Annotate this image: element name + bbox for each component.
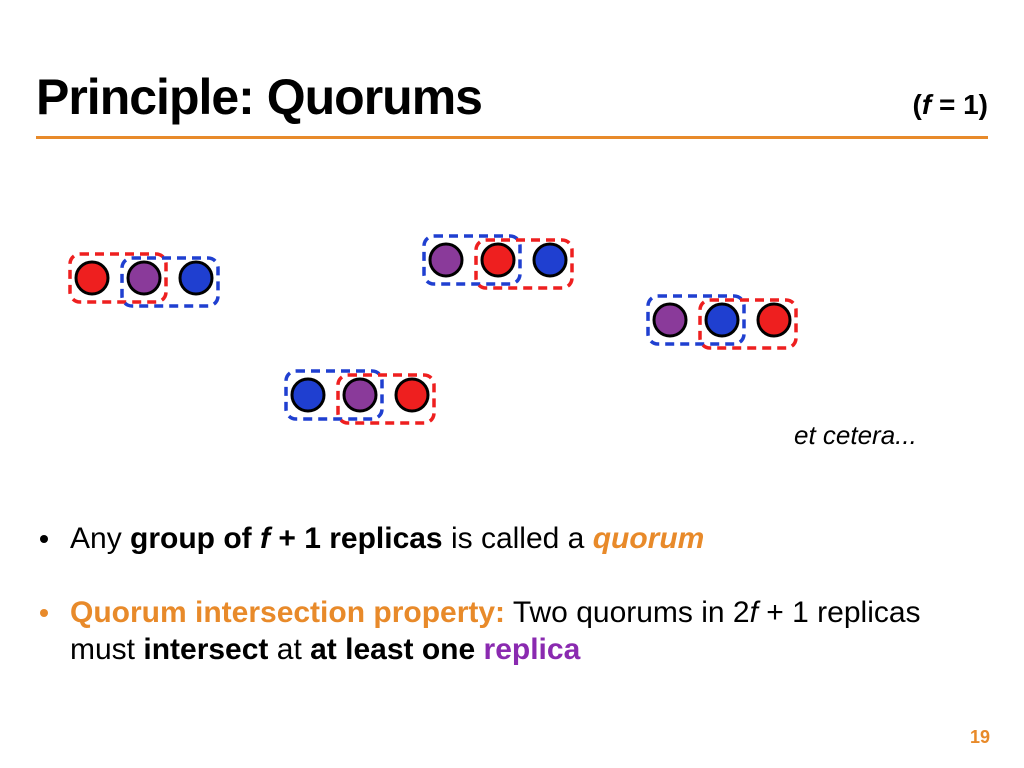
- text-run: Any: [70, 522, 130, 555]
- text-run: at least one: [310, 633, 483, 666]
- text-run: Quorum intersection property:: [70, 596, 505, 629]
- replica-circle: [758, 304, 790, 336]
- page-number: 19: [970, 727, 990, 748]
- replica-circle: [76, 262, 108, 294]
- slide-subtitle: (f = 1): [913, 89, 988, 121]
- text-run: replica: [484, 633, 581, 666]
- text-run: quorum: [593, 522, 705, 555]
- text-run: f: [260, 522, 270, 555]
- replica-circle: [430, 244, 462, 276]
- bullet-dot-icon: [40, 609, 48, 617]
- bullet-dot-icon: [40, 535, 48, 543]
- bullet-list: Any group of f + 1 replicas is called a …: [40, 520, 964, 705]
- bullet-item: Any group of f + 1 replicas is called a …: [40, 520, 964, 558]
- subtitle-open: (: [913, 89, 922, 120]
- bullet-text: Quorum intersection property: Two quorum…: [70, 594, 964, 669]
- bullet-item: Quorum intersection property: Two quorum…: [40, 594, 964, 669]
- quorum-diagram: et cetera...: [36, 210, 988, 470]
- replica-circle: [344, 379, 376, 411]
- text-run: at: [268, 633, 310, 666]
- replica-circle: [292, 379, 324, 411]
- text-run: intersect: [143, 633, 268, 666]
- bullet-text: Any group of f + 1 replicas is called a …: [70, 520, 704, 558]
- replica-circle: [396, 379, 428, 411]
- replica-circle: [654, 304, 686, 336]
- text-run: + 1 replicas: [270, 522, 443, 555]
- replica-circle: [534, 244, 566, 276]
- slide-title: Principle: Quorums: [36, 68, 482, 126]
- slide: Principle: Quorums (f = 1) et cetera... …: [0, 0, 1024, 768]
- text-run: is called a: [443, 522, 593, 555]
- text-run: Two quorums in 2: [505, 596, 750, 629]
- replica-circle: [482, 244, 514, 276]
- text-run: f: [750, 596, 758, 629]
- title-row: Principle: Quorums (f = 1): [36, 68, 988, 126]
- subtitle-eq: = 1): [931, 89, 988, 120]
- title-divider: [36, 136, 988, 139]
- subtitle-var: f: [922, 89, 931, 120]
- replica-circle: [706, 304, 738, 336]
- replica-circle: [180, 262, 212, 294]
- replica-circle: [128, 262, 160, 294]
- text-run: group of: [130, 522, 260, 555]
- et-cetera-label: et cetera...: [794, 420, 917, 451]
